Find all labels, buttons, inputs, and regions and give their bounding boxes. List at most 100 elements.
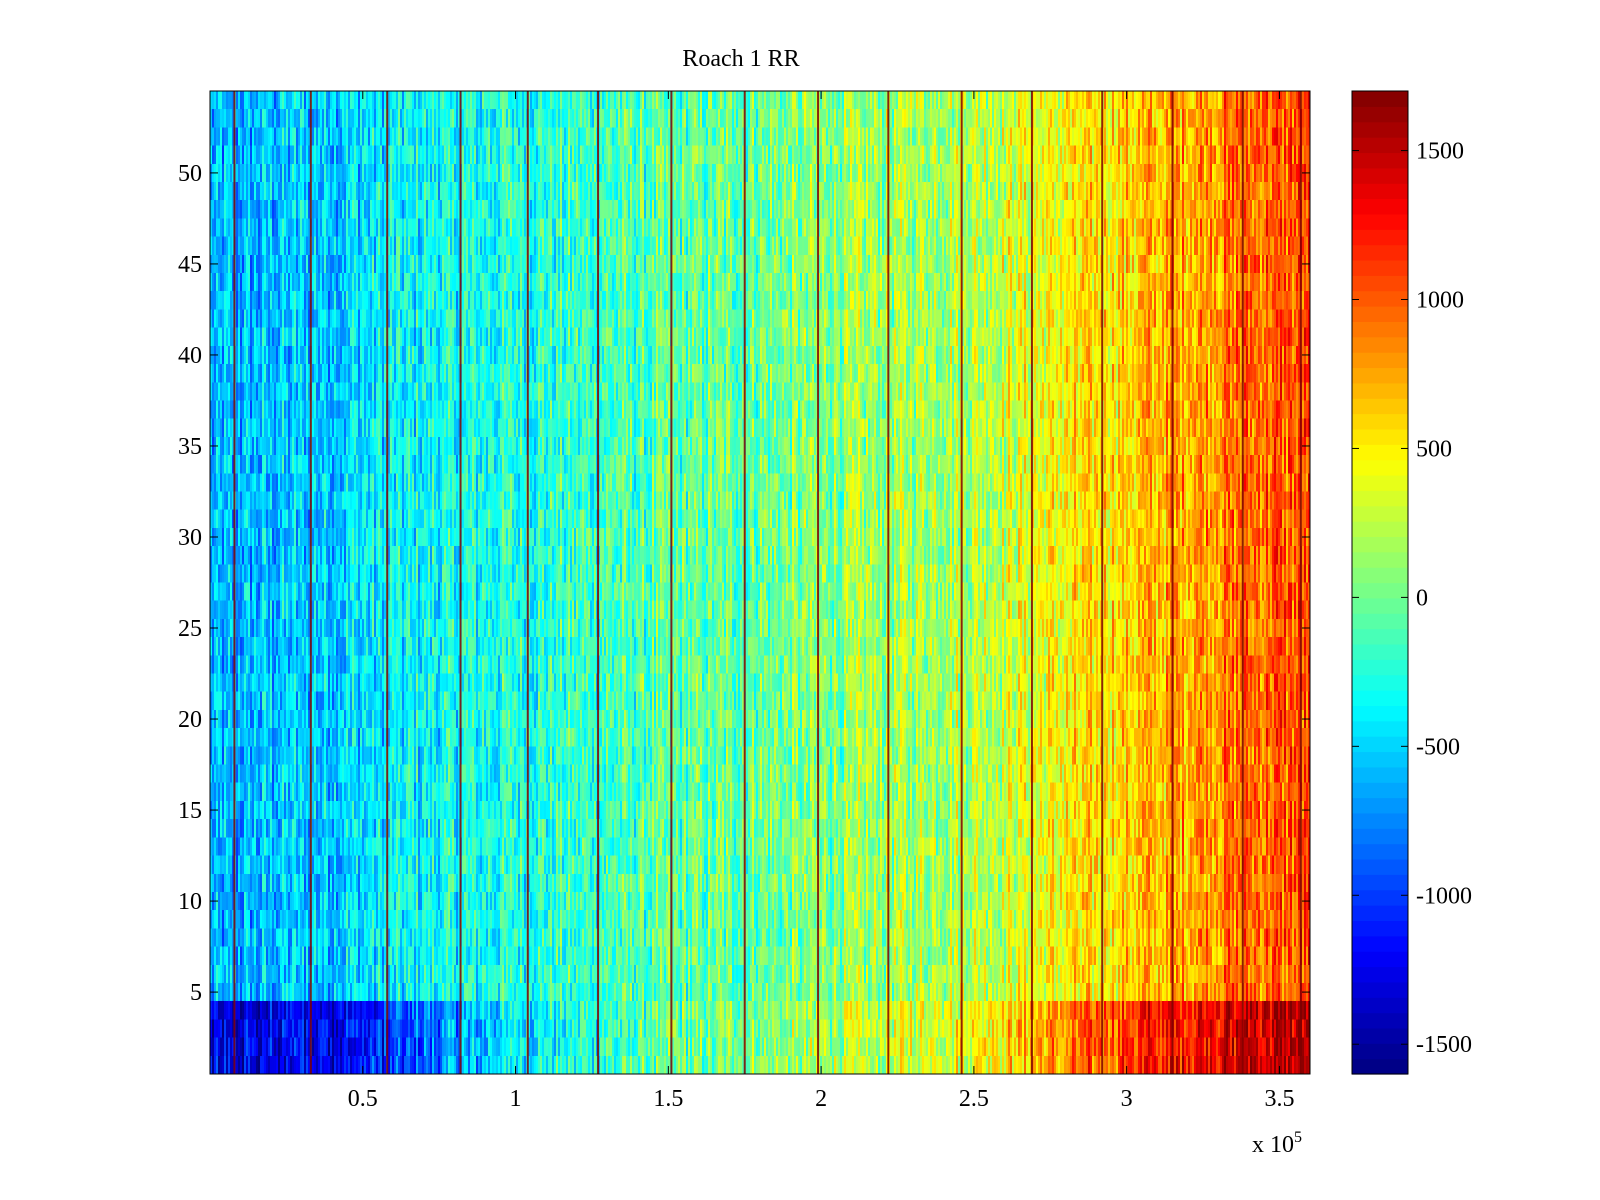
colorbar-segment [1352,997,1408,1014]
y-tick-label: 40 [178,343,202,369]
colorbar-segment [1352,674,1408,691]
colorbar-segment [1352,951,1408,968]
colorbar-segment [1352,628,1408,645]
y-tick-label: 45 [178,252,202,278]
colorbar-segment [1352,367,1408,384]
colorbar-tick-label: 1500 [1416,139,1464,165]
colorbar-segment [1352,398,1408,415]
colorbar-segment [1352,843,1408,860]
x-tick-label: 1.5 [653,1086,683,1112]
colorbar-segment [1352,751,1408,768]
colorbar-segment [1352,705,1408,722]
colorbar-segment [1352,1058,1408,1075]
x-tick-label: 2.5 [959,1086,989,1112]
colorbar-tick-label: 1000 [1416,288,1464,314]
colorbar-segment [1352,444,1408,461]
colorbar-axis: 1500 1000 500 0 -500 -1000 -1500 [1352,139,1472,1058]
colorbar-tick-label: -1000 [1416,883,1472,909]
colorbar-segment [1352,490,1408,507]
plot-frame [209,90,1311,1075]
colorbar-segment [1352,505,1408,522]
colorbar-segment [1352,582,1408,599]
colorbar-segment [1352,152,1408,169]
colorbar-segment [1352,413,1408,430]
colorbar-segment [1352,643,1408,660]
colorbar-segment [1352,536,1408,553]
colorbar-segment [1352,428,1408,445]
colorbar-segment [1352,1027,1408,1044]
colorbar-segment [1352,766,1408,783]
colorbar-frame [1351,90,1409,1075]
colorbar-segment [1352,690,1408,706]
colorbar-tick-label: 500 [1416,436,1452,462]
x-tick-label: 2 [815,1086,827,1112]
colorbar [1352,91,1408,1075]
colorbar-segment [1352,336,1408,353]
colorbar-segment [1352,567,1408,584]
colorbar-segment [1352,905,1408,922]
colorbar-segment [1352,521,1408,538]
colorbar-segment [1352,106,1408,123]
colorbar-segment [1352,474,1408,491]
colorbar-segment [1352,121,1408,138]
colorbar-segment [1352,1043,1408,1060]
colorbar-segment [1352,459,1408,476]
colorbar-segment [1352,167,1408,184]
colorbar-segment [1352,213,1408,230]
colorbar-segment [1352,275,1408,292]
colorbar-segment [1352,244,1408,261]
colorbar-segment [1352,782,1408,799]
colorbar-segment [1352,551,1408,568]
colorbar-segment [1352,259,1408,276]
colorbar-segment [1352,874,1408,891]
colorbar-segment [1352,828,1408,845]
y-tick-label: 25 [178,616,202,642]
y-tick-label: 15 [178,798,202,824]
colorbar-segment [1352,1012,1408,1029]
colorbar-segment [1352,91,1408,107]
colorbar-segment [1352,352,1408,369]
colorbar-segment [1352,137,1408,154]
colorbar-segment [1352,183,1408,200]
heatmap-cells [210,91,1310,1074]
colorbar-segment [1352,736,1408,753]
colorbar-tick-label: -500 [1416,734,1460,760]
colorbar-segment [1352,229,1408,246]
colorbar-segment [1352,858,1408,875]
colorbar-segment [1352,321,1408,338]
heatmap-plot-area [210,91,1310,1074]
x-axis: 0.5 1 1.5 2 2.5 3 3.5 [348,91,1294,1112]
y-tick-label: 5 [190,980,202,1006]
colorbar-segment [1352,797,1408,814]
colorbar-segment [1352,966,1408,983]
y-tick-label: 50 [178,161,202,187]
y-tick-label: 35 [178,434,202,460]
x-axis-exponent-base: x 10 [1252,1132,1294,1158]
y-tick-label: 20 [178,707,202,733]
x-tick-label: 3 [1121,1086,1133,1112]
colorbar-segment [1352,812,1408,829]
colorbar-segment [1352,613,1408,630]
colorbar-segment [1352,382,1408,399]
colorbar-segment [1352,290,1408,307]
colorbar-segment [1352,597,1408,614]
colorbar-segment [1352,935,1408,952]
colorbar-segment [1352,720,1408,737]
colorbar-tick-label: 0 [1416,585,1428,611]
y-tick-label: 30 [178,525,202,551]
colorbar-segment [1352,920,1408,937]
colorbar-segment [1352,659,1408,676]
colorbar-segment [1352,198,1408,215]
colorbar-segment [1352,981,1408,998]
x-axis-exponent: x 105 [1252,1129,1302,1158]
colorbar-segment [1352,889,1408,906]
y-axis: 5 10 15 20 25 30 35 40 45 50 [178,161,1310,1006]
y-tick-label: 10 [178,889,202,915]
colorbar-segment [1352,306,1408,322]
chart-title: Roach 1 RR [682,46,799,72]
x-tick-label: 3.5 [1264,1086,1294,1112]
x-axis-exponent-power: 5 [1294,1129,1302,1146]
colorbar-tick-label: -1500 [1416,1032,1472,1058]
x-tick-label: 1 [510,1086,522,1112]
